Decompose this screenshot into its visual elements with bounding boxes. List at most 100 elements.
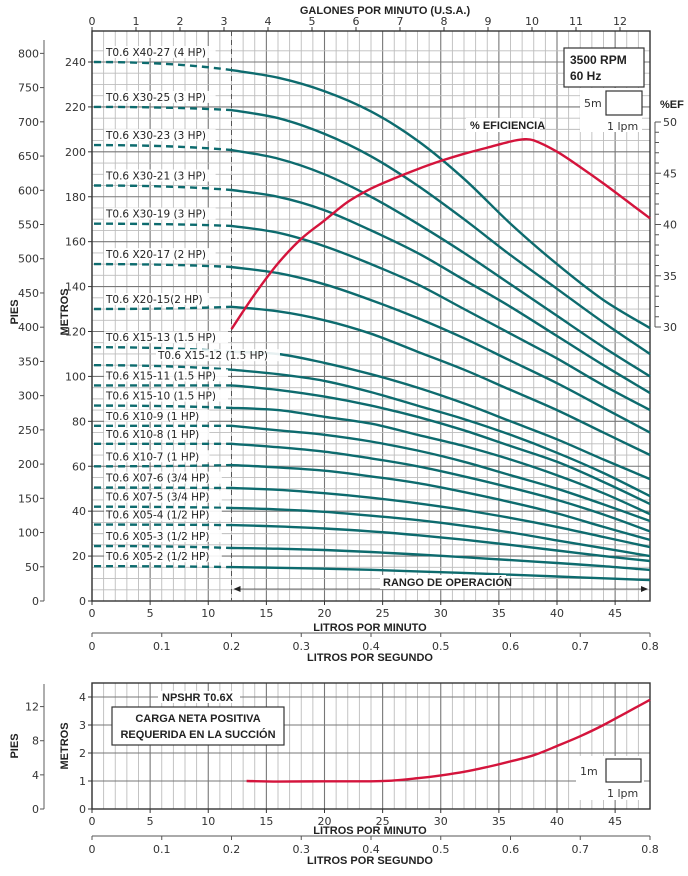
curve-label: T0.6 X30-23 (3 HP) bbox=[105, 130, 206, 142]
curve-label: T0.6 X15-12 (1.5 HP) bbox=[157, 350, 268, 362]
pump-curve-extension bbox=[93, 222, 232, 228]
feet-axis-title: PIES bbox=[9, 299, 21, 324]
top-tick-label: 10 bbox=[525, 15, 539, 28]
x-tick-label: 15 bbox=[259, 815, 273, 828]
curve-label-bg bbox=[104, 427, 210, 440]
lps-tick-label: 0.5 bbox=[432, 843, 450, 856]
npshr-axes: 0 5 10 15 20 25 30 35 40 450 0.1 0.2 0.3 0.4 0.5 0.6 0.7… bbox=[25, 684, 659, 856]
efficiency-label-group: % EFICIENCIA bbox=[466, 118, 545, 132]
x-tick-label: 0 bbox=[89, 607, 96, 620]
npshr-scale-box: 1m 1 lpm bbox=[576, 756, 644, 800]
curve-label: T0.6 X30-19 (3 HP) bbox=[105, 209, 206, 221]
info-box: 3500 RPM 60 Hz bbox=[563, 47, 645, 88]
y-tick-label: 1 bbox=[79, 775, 86, 788]
feet-tick-label: 100 bbox=[18, 527, 39, 540]
pump-curve-extension bbox=[93, 544, 232, 550]
feet-tick-label: 700 bbox=[18, 116, 39, 129]
lps-tick-label: 0.3 bbox=[293, 843, 311, 856]
npshr-x-axis-title: LITROS POR MINUTO bbox=[313, 825, 427, 837]
curve-label-bg bbox=[104, 90, 216, 103]
curve-label-bg bbox=[104, 169, 216, 182]
top-tick-label: 12 bbox=[613, 15, 627, 28]
curve-label-bg bbox=[104, 389, 228, 402]
pump-curve bbox=[231, 108, 651, 355]
y-tick-label: 3 bbox=[79, 719, 86, 732]
top-tick-label: 6 bbox=[353, 15, 360, 28]
efficiency-curve bbox=[230, 137, 651, 330]
top-tick-label: 7 bbox=[397, 15, 404, 28]
lps-tick-label: 0.4 bbox=[362, 640, 380, 653]
y-tick-label: 0 bbox=[79, 803, 86, 816]
lps-tick-label: 0.2 bbox=[223, 843, 241, 856]
lps-tick-label: 0.7 bbox=[572, 640, 590, 653]
curve-label: T0.6 X30-21 (3 HP) bbox=[105, 171, 206, 183]
pump-curve bbox=[231, 506, 651, 558]
curve-label: T0.6 X15-11 (1.5 HP) bbox=[105, 370, 216, 382]
lps-tick-label: 0.4 bbox=[362, 843, 380, 856]
pump-curve bbox=[231, 424, 651, 523]
y-tick-label: 240 bbox=[65, 56, 86, 69]
curve-label-bg bbox=[104, 331, 228, 344]
x2-axis-title: LITROS POR SEGUNDO bbox=[307, 652, 433, 664]
pump-curve bbox=[231, 305, 651, 457]
npshr-title-group: NPSHR T0.6X bbox=[158, 691, 240, 704]
y-tick-label: 160 bbox=[65, 236, 86, 249]
scale-box: 5m 1 lpm bbox=[580, 88, 643, 133]
scale-horizontal-label: 1 lpm bbox=[607, 120, 638, 133]
x-tick-label: 25 bbox=[376, 815, 390, 828]
operating-range-arrow-right bbox=[641, 586, 648, 592]
lps-tick-label: 0 bbox=[89, 843, 96, 856]
x-tick-label: 20 bbox=[318, 607, 332, 620]
curve-label-bg bbox=[104, 529, 222, 542]
lps-tick-label: 0.1 bbox=[153, 843, 171, 856]
pump-curve bbox=[231, 368, 651, 498]
npshr-feet-axis-title: PIES bbox=[9, 733, 21, 758]
npshr-curve-group bbox=[246, 698, 651, 783]
x-axis-title: LITROS POR MINUTO bbox=[313, 622, 427, 634]
curve-label: T0.6 X05-2 (1/2 HP) bbox=[105, 551, 209, 563]
meters-axis-title: METROS bbox=[59, 288, 71, 335]
y-tick-label: 100 bbox=[65, 370, 86, 383]
x-tick-label: 35 bbox=[492, 815, 506, 828]
y-tick-label: 140 bbox=[65, 281, 86, 294]
npshr-title: NPSHR T0.6X bbox=[162, 692, 234, 704]
y-tick-label: 4 bbox=[79, 691, 86, 704]
x-tick-label: 15 bbox=[259, 607, 273, 620]
pump-curve-extension bbox=[93, 565, 232, 569]
top-tick-label: 9 bbox=[485, 15, 492, 28]
feet-tick-label: 250 bbox=[18, 424, 39, 437]
curve-label-bg bbox=[156, 349, 280, 362]
efficiency-tick-label: 50 bbox=[663, 116, 677, 129]
x-tick-label: 30 bbox=[434, 815, 448, 828]
y-tick-label: 2 bbox=[79, 747, 86, 760]
lps-tick-label: 0.7 bbox=[572, 843, 590, 856]
pump-curve-extension bbox=[93, 505, 232, 510]
operating-range-group: RANGO DE OPERACIÓN bbox=[380, 575, 512, 589]
y-tick-label: 200 bbox=[65, 146, 86, 159]
feet-tick-label: 0 bbox=[32, 803, 39, 816]
efficiency-tick-label: 45 bbox=[663, 167, 677, 180]
pump-curve bbox=[231, 442, 651, 533]
npshr-meters-axis-title: METROS bbox=[59, 722, 71, 769]
efficiency-label: % EFICIENCIA bbox=[470, 120, 545, 132]
curve-label-bg bbox=[104, 471, 222, 484]
x-tick-label: 5 bbox=[147, 815, 154, 828]
lps-tick-label: 0.8 bbox=[641, 843, 659, 856]
pump-curve-extension bbox=[93, 262, 232, 269]
curve-label: T0.6 X07-5 (3/4 HP) bbox=[105, 492, 209, 504]
feet-tick-label: 150 bbox=[18, 492, 39, 505]
curve-label-bg bbox=[104, 508, 222, 521]
curve-label: T0.6 X10-9 (1 HP) bbox=[105, 411, 199, 423]
feet-tick-label: 300 bbox=[18, 390, 39, 403]
operating-range-arrow-left bbox=[233, 586, 241, 592]
curve-label-bg bbox=[104, 293, 210, 306]
feet-tick-label: 200 bbox=[18, 458, 39, 471]
x-tick-label: 35 bbox=[492, 607, 506, 620]
pump-curve bbox=[231, 523, 651, 563]
rpm-label: 3500 RPM bbox=[570, 53, 627, 67]
efficiency-tick-label: 35 bbox=[663, 270, 677, 283]
x-tick-label: 5 bbox=[147, 607, 154, 620]
lps-tick-label: 0.6 bbox=[502, 843, 520, 856]
pump-curve-extension bbox=[93, 305, 232, 311]
curve-label: T0.6 X05-4 (1/2 HP) bbox=[105, 510, 209, 522]
